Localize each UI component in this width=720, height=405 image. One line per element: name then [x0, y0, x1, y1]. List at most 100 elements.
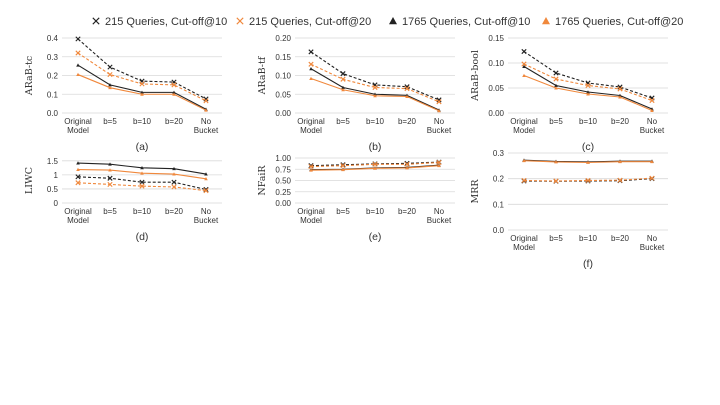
data-point-x-marker	[171, 82, 177, 88]
data-point-x-marker	[340, 163, 346, 169]
data-point-x-marker	[308, 49, 314, 55]
data-point-triangle-marker	[172, 172, 176, 176]
y-tick-label: 0.2	[47, 72, 59, 81]
x-tick-label: Original Model	[510, 234, 538, 252]
y-tick-label: 0.15	[275, 53, 291, 62]
data-point-x-marker	[107, 175, 113, 181]
data-point-triangle-marker	[586, 92, 590, 96]
data-point-triangle-marker	[586, 160, 590, 164]
chart-panel: 0.00 0.25 0.50 0.75 1.00 NFaiR Original Model b=…	[257, 154, 455, 243]
y-axis-label: ARaB-tc	[24, 56, 35, 96]
data-point-triangle-marker	[172, 90, 176, 94]
data-point-x-marker	[107, 181, 113, 188]
x-tick-label: No Bucket	[427, 207, 452, 225]
x-tick-label: b=5	[336, 207, 350, 216]
data-point-triangle-marker	[204, 177, 208, 181]
legend-triangle-marker-icon	[542, 17, 550, 25]
y-axis-label: MRR	[470, 179, 481, 204]
legend-label: 1765 Queries, Cut-off@20	[555, 16, 683, 28]
x-tick-label: No Bucket	[427, 117, 452, 135]
data-point-triangle-marker	[140, 92, 144, 96]
panel-label: (d)	[136, 231, 149, 243]
panel-label: (f)	[583, 258, 593, 270]
x-tick-label: b=10	[366, 117, 385, 126]
data-point-x-marker	[171, 184, 177, 190]
y-tick-label: 1.5	[47, 157, 59, 166]
y-tick-label: 0.4	[47, 34, 59, 43]
data-point-x-marker	[75, 174, 81, 180]
data-point-x-marker	[521, 177, 527, 184]
data-point-triangle-marker	[140, 166, 144, 170]
data-point-triangle-marker	[650, 159, 654, 164]
data-point-triangle-marker	[554, 86, 558, 90]
data-point-triangle-marker	[140, 171, 144, 175]
x-tick-label: b=10	[133, 117, 152, 126]
data-point-x-marker	[404, 84, 410, 90]
data-point-triangle-marker	[405, 166, 409, 170]
legend-entry: 215 Queries, Cut-off@10	[92, 16, 227, 28]
data-point-x-marker	[553, 76, 559, 82]
data-point-triangle-marker	[618, 159, 622, 164]
y-tick-label: 0.1	[47, 90, 59, 99]
x-tick-label: b=5	[103, 207, 117, 216]
data-point-triangle-marker	[140, 90, 144, 94]
series-line	[310, 63, 440, 103]
y-tick-label: 0.0	[47, 109, 59, 118]
y-tick-label: 0.1	[493, 200, 505, 209]
data-point-x-marker	[617, 84, 623, 90]
data-point-x-marker	[107, 71, 113, 78]
y-tick-label: 0.50	[275, 177, 291, 186]
data-point-triangle-marker	[172, 92, 176, 96]
data-point-triangle-marker	[76, 167, 80, 171]
y-tick-label: 0.3	[493, 149, 505, 158]
data-point-x-marker	[308, 163, 314, 170]
data-point-triangle-marker	[373, 93, 377, 98]
data-point-triangle-marker	[522, 73, 526, 77]
chart-legend: 215 Queries, Cut-off@10 215 Queries, Cut-…	[92, 16, 683, 28]
x-tick-label: b=20	[611, 117, 630, 126]
data-point-x-marker	[553, 178, 559, 184]
series-line	[77, 176, 207, 191]
data-point-x-marker	[649, 97, 655, 104]
panel-label: (b)	[369, 141, 382, 153]
legend-label: 215 Queries, Cut-off@20	[249, 16, 371, 28]
data-point-x-marker	[139, 179, 145, 185]
data-point-x-marker	[75, 180, 81, 186]
series-line	[310, 68, 440, 111]
data-point-triangle-marker	[341, 85, 345, 89]
legend-x-marker-icon	[92, 17, 100, 25]
legend-label: 215 Queries, Cut-off@10	[105, 16, 227, 28]
data-point-x-marker	[404, 86, 410, 92]
data-point-triangle-marker	[108, 85, 112, 90]
data-point-triangle-marker	[586, 90, 590, 94]
x-tick-label: Original Model	[297, 207, 325, 225]
legend-label: 1765 Queries, Cut-off@10	[402, 16, 530, 28]
chart-panel: 0.0 0.1 0.2 0.3 MRR Original Model b=5 b=10 b=20 N…	[470, 149, 668, 270]
series-line	[310, 161, 440, 167]
data-point-x-marker	[107, 64, 113, 70]
data-point-triangle-marker	[108, 83, 112, 87]
x-tick-label: No Bucket	[640, 234, 665, 252]
series-line	[77, 182, 207, 192]
data-point-triangle-marker	[437, 163, 441, 168]
legend-entry: 1765 Queries, Cut-off@10	[389, 16, 530, 28]
y-tick-label: 0.05	[488, 84, 504, 93]
data-point-x-marker	[203, 96, 209, 102]
y-tick-label: 0.00	[488, 109, 504, 118]
figure-grid: 0.0 0.1 0.2 0.3 0.4 ARaB-tc Original Model b=5 b=…	[24, 34, 668, 270]
series-line	[77, 64, 207, 110]
y-tick-label: 0.25	[275, 188, 291, 197]
chart-panel: 0.00 0.05 0.10 0.15 ARaB-bool Original Model b=…	[470, 34, 668, 153]
series-line	[523, 177, 653, 182]
legend-x-marker-icon	[236, 17, 244, 25]
data-point-x-marker	[372, 161, 378, 167]
data-point-x-marker	[75, 36, 81, 42]
x-tick-label: b=10	[366, 207, 385, 216]
chart-panel: 0.00 0.05 0.10 0.15 0.20 ARaB-tf Original Model…	[257, 34, 455, 153]
x-tick-label: b=5	[549, 117, 563, 126]
data-point-x-marker	[521, 48, 527, 55]
data-point-triangle-marker	[108, 162, 112, 166]
data-point-x-marker	[585, 82, 591, 89]
x-tick-label: b=10	[579, 234, 598, 243]
data-point-triangle-marker	[204, 108, 208, 112]
